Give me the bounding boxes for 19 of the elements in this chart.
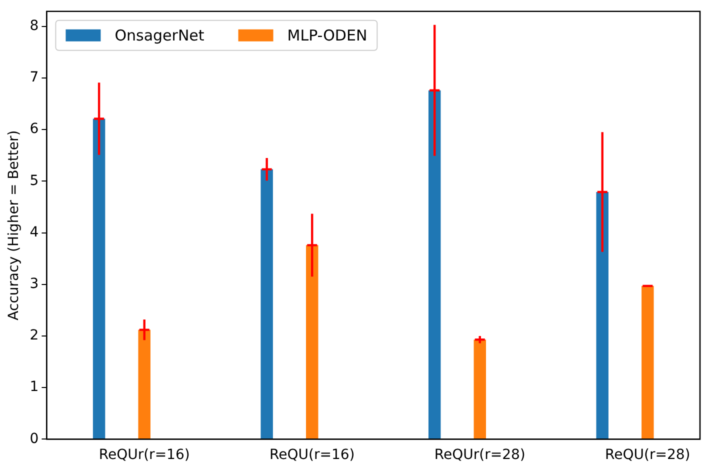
bar <box>642 286 654 439</box>
y-tick-label: 8 <box>30 18 39 34</box>
legend-label: OnsagerNet <box>114 26 204 44</box>
y-axis-title: Accuracy (Higher = Better) <box>6 130 22 320</box>
y-tick-label: 0 <box>30 430 39 447</box>
y-tick-label: 2 <box>30 328 39 344</box>
x-tick-label: ReQU(r=28) <box>605 447 690 464</box>
y-tick-label: 3 <box>30 276 39 292</box>
y-tick-label: 4 <box>30 224 39 240</box>
x-tick-label: ReQUr(r=28) <box>434 447 526 464</box>
x-tick-label: ReQUr(r=16) <box>98 447 190 464</box>
bar <box>474 340 486 439</box>
y-tick-label: 1 <box>30 379 39 396</box>
bar <box>260 169 273 439</box>
x-tick-label: ReQU(r=16) <box>270 447 355 464</box>
y-tick-label: 7 <box>30 70 39 86</box>
y-tick-label: 5 <box>30 172 39 189</box>
y-tick-label: 6 <box>30 121 39 138</box>
legend-label: MLP-ODEN <box>287 26 368 44</box>
